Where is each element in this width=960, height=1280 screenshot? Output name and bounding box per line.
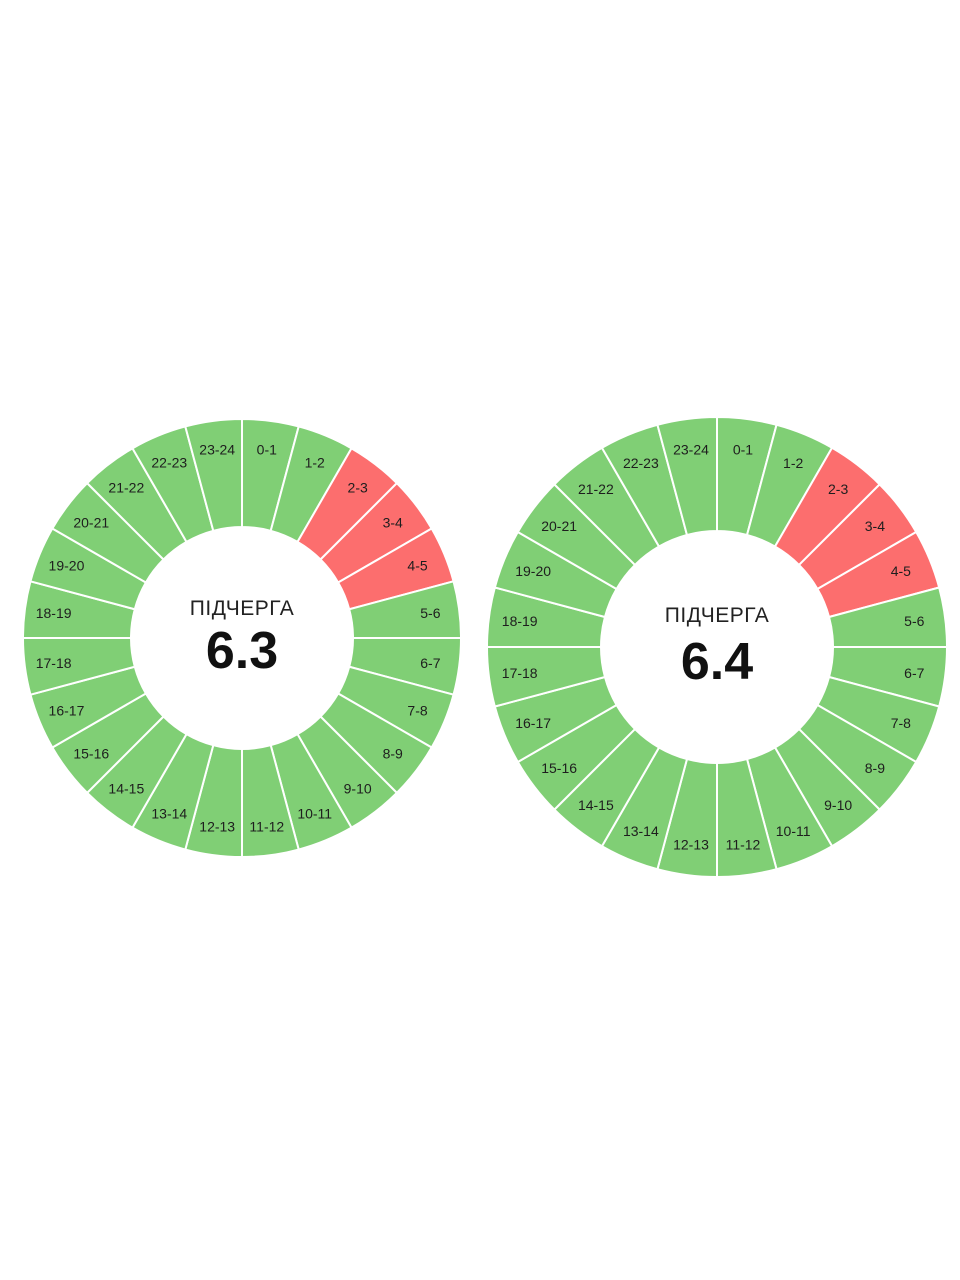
hour-label-3-4: 3-4 [865, 518, 885, 534]
hour-label-23-24: 23-24 [673, 442, 709, 458]
queue-caption: ПІДЧЕРГА [665, 604, 769, 627]
hour-label-14-15: 14-15 [578, 797, 614, 813]
hour-segments [485, 415, 949, 879]
hour-label-16-17: 16-17 [515, 715, 551, 731]
queue-number: 6.4 [681, 633, 753, 691]
hour-label-2-3: 2-3 [348, 479, 368, 495]
hour-label-3-4: 3-4 [383, 514, 403, 530]
hour-label-11-12: 11-12 [726, 836, 761, 852]
hour-label-4-5: 4-5 [407, 557, 427, 573]
hour-segment-23-24 [656, 415, 718, 537]
hour-label-20-21: 20-21 [541, 518, 577, 534]
hour-label-1-2: 1-2 [783, 455, 803, 471]
hour-label-5-6: 5-6 [420, 605, 440, 621]
queue-caption: ПІДЧЕРГА [190, 597, 294, 620]
hour-segments [21, 417, 463, 859]
hour-labels: 0-1 1-2 2-3 3-4 4-5 5-6 6-7 7-8 8-9 9-10 10-11 11-1… [502, 442, 925, 853]
hour-label-21-22: 21-22 [108, 479, 144, 495]
hour-label-1-2: 1-2 [305, 454, 325, 470]
hour-label-2-3: 2-3 [828, 481, 848, 497]
hour-label-12-13: 12-13 [199, 818, 235, 834]
hour-label-0-1: 0-1 [257, 442, 277, 458]
hour-label-9-10: 9-10 [824, 797, 852, 813]
hour-label-7-8: 7-8 [891, 715, 911, 731]
hour-label-8-9: 8-9 [383, 746, 403, 762]
hour-label-15-16: 15-16 [541, 760, 577, 776]
hour-label-18-19: 18-19 [502, 613, 538, 629]
hour-label-0-1: 0-1 [733, 442, 753, 458]
hour-label-12-13: 12-13 [673, 836, 709, 852]
hour-label-21-22: 21-22 [578, 481, 614, 497]
hour-label-10-11: 10-11 [776, 823, 811, 839]
hour-label-7-8: 7-8 [407, 703, 427, 719]
hour-label-14-15: 14-15 [108, 781, 144, 797]
schedule-wheel-6-3: 0-1 1-2 2-3 3-4 4-5 5-6 6-7 7-8 8-9 9-10 10-11 11-1… [21, 417, 463, 859]
hour-label-6-7: 6-7 [420, 655, 440, 671]
schedule-wheel-6-4: 0-1 1-2 2-3 3-4 4-5 5-6 6-7 7-8 8-9 9-10 10-11 11-1… [485, 415, 949, 879]
hour-label-18-19: 18-19 [36, 605, 72, 621]
hour-label-16-17: 16-17 [49, 703, 85, 719]
hour-labels: 0-1 1-2 2-3 3-4 4-5 5-6 6-7 7-8 8-9 9-10 10-11 11-1… [36, 442, 441, 835]
hour-label-17-18: 17-18 [36, 655, 72, 671]
hour-label-17-18: 17-18 [502, 665, 538, 681]
hour-label-8-9: 8-9 [865, 760, 885, 776]
hour-segment-23-24 [184, 417, 243, 533]
hour-label-23-24: 23-24 [199, 442, 235, 458]
hour-label-11-12: 11-12 [249, 818, 284, 834]
queue-number: 6.3 [206, 622, 278, 680]
hour-label-4-5: 4-5 [891, 563, 911, 579]
hour-label-13-14: 13-14 [623, 823, 659, 839]
hour-label-9-10: 9-10 [344, 781, 372, 797]
hour-label-10-11: 10-11 [297, 806, 332, 822]
hour-label-5-6: 5-6 [904, 613, 924, 629]
hour-label-20-21: 20-21 [73, 514, 109, 530]
hour-label-19-20: 19-20 [49, 557, 85, 573]
hour-label-22-23: 22-23 [623, 455, 659, 471]
hour-label-19-20: 19-20 [515, 563, 551, 579]
hour-label-6-7: 6-7 [904, 665, 924, 681]
hour-label-13-14: 13-14 [151, 806, 187, 822]
hour-label-22-23: 22-23 [151, 454, 187, 470]
hour-label-15-16: 15-16 [73, 746, 109, 762]
